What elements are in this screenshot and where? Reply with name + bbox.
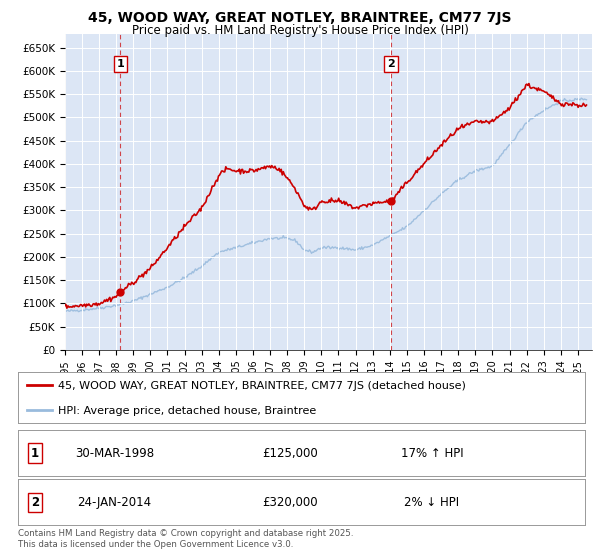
Text: 45, WOOD WAY, GREAT NOTLEY, BRAINTREE, CM77 7JS: 45, WOOD WAY, GREAT NOTLEY, BRAINTREE, C… [88, 11, 512, 25]
Text: 24-JAN-2014: 24-JAN-2014 [77, 496, 151, 509]
Text: 17% ↑ HPI: 17% ↑ HPI [401, 446, 463, 460]
Text: 2: 2 [387, 59, 395, 69]
Text: 2: 2 [31, 496, 39, 509]
Text: Price paid vs. HM Land Registry's House Price Index (HPI): Price paid vs. HM Land Registry's House … [131, 24, 469, 36]
Text: £320,000: £320,000 [262, 496, 318, 509]
Text: 1: 1 [116, 59, 124, 69]
Text: 2% ↓ HPI: 2% ↓ HPI [404, 496, 460, 509]
Text: HPI: Average price, detached house, Braintree: HPI: Average price, detached house, Brai… [58, 406, 316, 416]
Text: 1: 1 [31, 446, 39, 460]
Text: £125,000: £125,000 [262, 446, 318, 460]
Text: 45, WOOD WAY, GREAT NOTLEY, BRAINTREE, CM77 7JS (detached house): 45, WOOD WAY, GREAT NOTLEY, BRAINTREE, C… [58, 381, 466, 391]
Text: Contains HM Land Registry data © Crown copyright and database right 2025.
This d: Contains HM Land Registry data © Crown c… [18, 529, 353, 549]
Text: 30-MAR-1998: 30-MAR-1998 [75, 446, 154, 460]
